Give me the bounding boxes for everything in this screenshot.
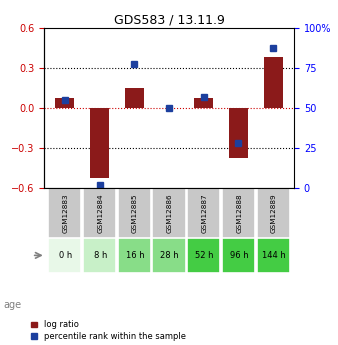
Bar <box>118 188 151 238</box>
Bar <box>187 238 220 273</box>
Bar <box>125 88 144 108</box>
Text: 28 h: 28 h <box>161 251 179 260</box>
Bar <box>194 98 213 108</box>
Bar <box>48 188 81 238</box>
Bar <box>83 238 116 273</box>
Text: GSM12887: GSM12887 <box>201 193 208 233</box>
Legend: log ratio, percentile rank within the sample: log ratio, percentile rank within the sa… <box>31 321 186 341</box>
Bar <box>229 108 248 158</box>
Bar <box>55 98 74 108</box>
Bar <box>90 108 109 178</box>
Text: GSM12886: GSM12886 <box>167 193 173 233</box>
Bar <box>264 57 283 108</box>
Text: age: age <box>3 300 22 310</box>
Bar <box>118 238 151 273</box>
Text: 0 h: 0 h <box>59 251 72 260</box>
Text: 8 h: 8 h <box>94 251 107 260</box>
Text: 16 h: 16 h <box>126 251 144 260</box>
Text: 144 h: 144 h <box>262 251 286 260</box>
Bar <box>187 188 220 238</box>
Text: GSM12884: GSM12884 <box>97 193 103 233</box>
Text: GSM12888: GSM12888 <box>236 193 242 233</box>
Bar <box>222 188 255 238</box>
Text: GSM12883: GSM12883 <box>63 193 69 233</box>
Bar <box>48 238 81 273</box>
Bar <box>257 238 290 273</box>
Bar <box>152 188 186 238</box>
Text: 96 h: 96 h <box>230 251 248 260</box>
Bar <box>83 188 116 238</box>
Bar <box>222 238 255 273</box>
Title: GDS583 / 13.11.9: GDS583 / 13.11.9 <box>114 13 224 27</box>
Bar <box>152 238 186 273</box>
Text: GSM12885: GSM12885 <box>132 193 138 233</box>
Bar <box>257 188 290 238</box>
Text: 52 h: 52 h <box>195 251 214 260</box>
Text: GSM12889: GSM12889 <box>271 193 277 233</box>
